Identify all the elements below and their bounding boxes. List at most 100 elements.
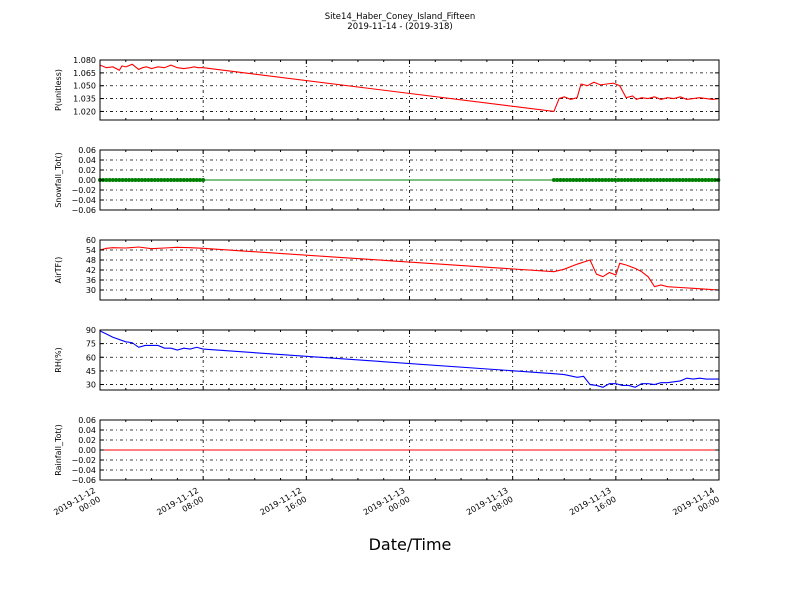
x-axis-label: Date/Time: [369, 535, 452, 554]
pressure-ylabel: P(unitless): [54, 69, 63, 111]
panel-1: 1.080 1.065 1.050 1.035 1.020 P(unitless): [54, 56, 720, 121]
snowfall-point: [172, 178, 177, 182]
snowfall-point: [156, 178, 161, 182]
snowfall-point: [194, 178, 199, 182]
rainfall-ytick-label: 0.02: [78, 436, 96, 445]
snowfall-point: [558, 178, 563, 182]
rainfall-ytick-label: −0.02: [71, 456, 96, 465]
snowfall-point: [574, 178, 579, 182]
snowfall-point: [571, 178, 576, 182]
pressure-series-line: [99, 63, 720, 113]
airtf-ytick-label: 48: [86, 256, 96, 265]
airtf-ytick-label: 36: [86, 276, 96, 285]
x-tick-label: 2019-11-1208:00: [155, 486, 205, 526]
rainfall-ytick-label: 0.00: [78, 446, 96, 455]
snowfall-point: [555, 178, 560, 182]
snowfall-point: [117, 178, 122, 182]
airtf-ytick-label: 42: [86, 266, 96, 275]
snowfall-point: [577, 178, 582, 182]
snowfall-point: [661, 178, 666, 182]
pressure-ytick-label: 1.050: [73, 82, 96, 91]
snowfall-point: [642, 178, 647, 182]
snowfall-point: [185, 178, 190, 182]
snowfall-point: [638, 178, 643, 182]
snowfall-point: [597, 178, 602, 182]
snowfall-point: [191, 178, 196, 182]
snowfall-point: [616, 178, 621, 182]
snowfall-point: [693, 178, 698, 182]
pressure-ytick-label: 1.035: [73, 95, 96, 104]
snowfall-point: [674, 178, 679, 182]
snowfall-point: [703, 178, 708, 182]
snowfall-point: [709, 178, 714, 182]
snowfall-point: [568, 178, 573, 182]
snowfall-point: [690, 178, 695, 182]
snowfall-point: [580, 178, 585, 182]
snowfall-point: [181, 178, 186, 182]
rh-ylabel: RH(%): [54, 347, 63, 372]
snowfall-point: [587, 178, 592, 182]
snowfall-point: [162, 178, 167, 182]
snowfall-point: [114, 178, 119, 182]
snowfall-point: [561, 178, 566, 182]
snowfall-point: [197, 178, 202, 182]
airtf-ytick-label: 30: [86, 286, 96, 295]
rainfall-ytick-label: 0.06: [78, 416, 96, 425]
snowfall-point: [146, 178, 151, 182]
panel-2: 0.060.040.020.00−0.02−0.04−0.06 Snowfall_…: [54, 146, 721, 215]
snowfall-point: [551, 178, 556, 182]
snowfall-point: [651, 178, 656, 182]
rainfall-ylabel: Rainfall_Tot(): [54, 424, 63, 476]
snowfall-point: [613, 178, 618, 182]
snowfall-point: [606, 178, 611, 182]
snowfall-point: [110, 178, 115, 182]
snowfall-point: [564, 178, 569, 182]
snowfall-point: [622, 178, 627, 182]
snowfall-point: [645, 178, 650, 182]
x-tick-labels: 2019-11-1200:00 2019-11-1208:00 2019-11-12…: [52, 486, 721, 526]
snowfall-point: [626, 178, 631, 182]
snowfall-point: [127, 178, 132, 182]
x-tick-label: 2019-11-1300:00: [362, 486, 412, 526]
snowfall-point: [168, 178, 173, 182]
snowfall-ytick-label: −0.06: [71, 206, 96, 215]
airtf-series-line: [99, 246, 720, 291]
snowfall-point: [201, 178, 206, 182]
airtf-ytick-label: 54: [86, 246, 96, 255]
x-tick-label: 2019-11-1308:00: [465, 486, 515, 526]
snowfall-ytick-label: 0.00: [78, 176, 96, 185]
snowfall-point: [175, 178, 180, 182]
snowfall-point: [123, 178, 128, 182]
snowfall-point: [593, 178, 598, 182]
snowfall-point: [655, 178, 660, 182]
snowfall-point: [165, 178, 170, 182]
snowfall-point: [667, 178, 672, 182]
snowfall-ytick-label: −0.02: [71, 186, 96, 195]
airtf-ylabel: AirTF(): [54, 257, 63, 284]
snowfall-point: [120, 178, 125, 182]
snowfall-ytick-label: 0.04: [78, 156, 96, 165]
snowfall-ytick-label: −0.04: [71, 196, 96, 205]
snowfall-ylabel: Snowfall_Tot(): [54, 152, 63, 208]
snowfall-point: [629, 178, 634, 182]
snowfall-point: [130, 178, 135, 182]
snowfall-point: [684, 178, 689, 182]
rh-ytick-label: 75: [86, 340, 96, 349]
rh-ytick-label: 45: [86, 367, 96, 376]
snowfall-point: [143, 178, 148, 182]
snowfall-ytick-label: 0.06: [78, 146, 96, 155]
rh-ytick-label: 30: [86, 381, 96, 390]
panels: 1.080 1.065 1.050 1.035 1.020 P(unitless) 0.06…: [54, 56, 721, 485]
snowfall-point: [159, 178, 164, 182]
snowfall-point: [600, 178, 605, 182]
snowfall-point: [590, 178, 595, 182]
snowfall-point: [188, 178, 193, 182]
panel-5: 0.060.040.020.00−0.02−0.04−0.06 Rainfall_…: [54, 416, 720, 485]
rh-series-line: [99, 330, 719, 388]
snowfall-point: [139, 178, 144, 182]
rh-ytick-label: 60: [86, 353, 96, 362]
snowfall-point: [664, 178, 669, 182]
snowfall-point: [584, 178, 589, 182]
